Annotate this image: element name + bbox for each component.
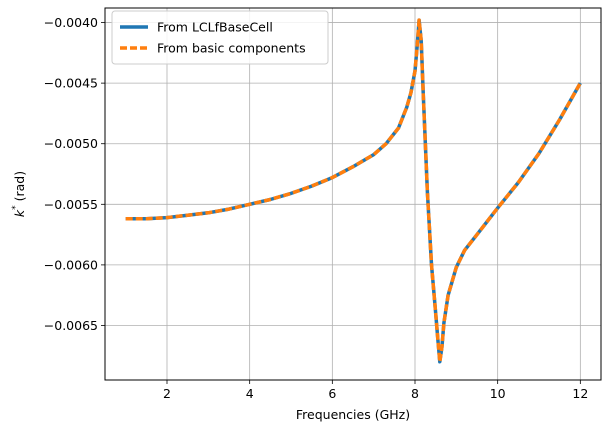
y-tick-label: −0.0060	[44, 257, 98, 272]
x-axis-title: Frequencies (GHz)	[296, 407, 410, 422]
y-axis-title-unit: (rad)	[12, 171, 27, 202]
x-tick-label: 6	[328, 386, 336, 401]
x-tick-label: 12	[572, 386, 588, 401]
x-tick-label: 8	[411, 386, 419, 401]
series-layer	[125, 18, 582, 364]
y-axis-title: k* (rad)	[11, 171, 27, 217]
legend-label-lclfbasecell: From LCLfBaseCell	[157, 20, 273, 35]
plot-frame	[104, 7, 602, 381]
y-tick-label: −0.0040	[44, 15, 98, 30]
y-tick-label: −0.0045	[44, 76, 98, 91]
x-tick-label: 2	[163, 386, 171, 401]
y-axis: −0.0040 −0.0045 −0.0050 −0.0055 −0.0060 −0.00…	[44, 15, 105, 333]
series-line-basic-components	[125, 18, 582, 364]
y-tick-label: −0.0055	[44, 197, 98, 212]
x-tick-label: 10	[490, 386, 506, 401]
y-tick-label: −0.0065	[44, 318, 98, 333]
y-axis-title-superscript: *	[11, 205, 21, 210]
legend-box	[111, 10, 329, 65]
y-axis-title-symbol: k	[12, 209, 27, 217]
x-axis: 2 4 6 8 10 12	[163, 380, 588, 401]
legend-label-basic-components: From basic components	[157, 41, 306, 56]
x-tick-label: 4	[246, 386, 254, 401]
y-tick-label: −0.0050	[44, 136, 98, 151]
legend: From LCLfBaseCell From basic components	[111, 10, 329, 65]
